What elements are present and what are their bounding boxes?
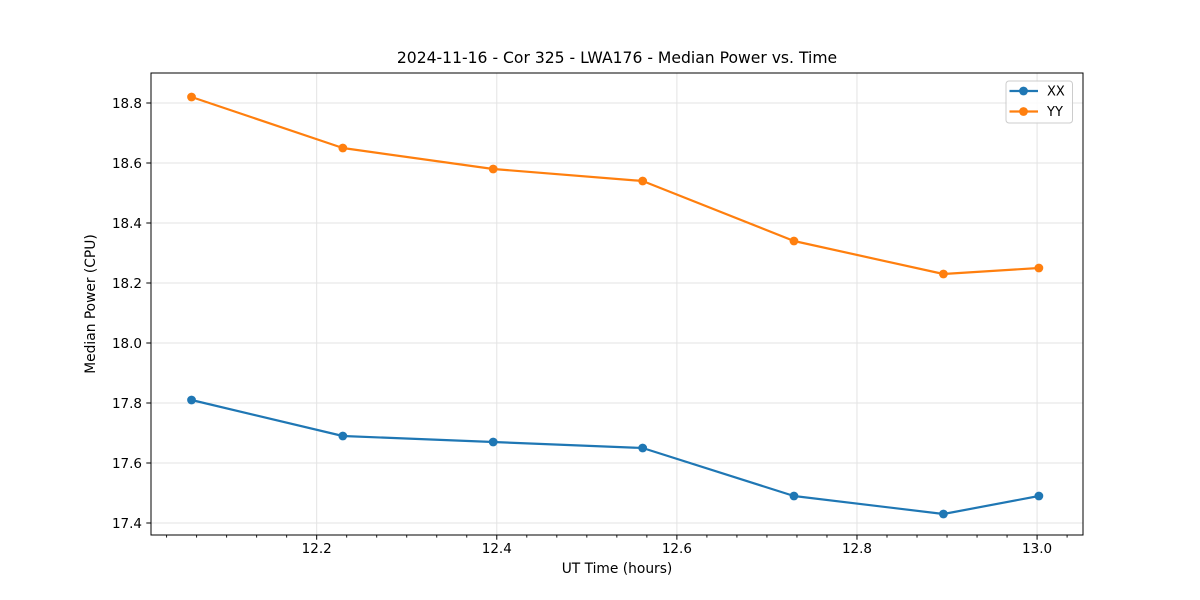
tick-layer: 12.2 12.4 12.6 12.8 13.0 17.4 17.6 17.8 18.0 18.2…: [112, 96, 1068, 557]
x-tick-label: 12.8: [842, 541, 872, 557]
plot-border: [150, 72, 1084, 536]
legend-label: YY: [1046, 105, 1063, 120]
x-tick-label: 12.2: [302, 541, 332, 557]
y-tick-label: 18.4: [112, 216, 142, 232]
y-axis-label: Median Power (CPU): [83, 234, 99, 374]
data-point: [338, 143, 348, 153]
y-tick-label: 18.2: [112, 276, 142, 292]
legend: XX YY: [1005, 80, 1073, 124]
series-line: [191, 398, 1040, 516]
data-point: [939, 269, 948, 279]
legend-sample-marker: [1019, 107, 1028, 116]
x-axis-label: UT Time (hours): [562, 561, 673, 577]
grid-layer: [151, 73, 1083, 535]
y-tick-label: 18.0: [112, 336, 142, 352]
y-tick-label: 18.6: [112, 156, 142, 172]
data-point: [187, 395, 196, 405]
x-tick-label: 12.4: [482, 541, 512, 557]
data-point: [488, 437, 498, 447]
y-tick-label: 17.8: [112, 396, 142, 412]
x-tick-label: 13.0: [1022, 541, 1052, 557]
y-tick-label: 18.8: [112, 96, 142, 112]
series-YY: [187, 92, 1044, 279]
series-XX: [187, 395, 1044, 519]
legend-sample-marker: [1019, 86, 1028, 96]
chart-title: 2024-11-16 - Cor 325 - LWA176 - Median P…: [397, 49, 837, 67]
data-point: [638, 443, 648, 453]
y-tick-label: 17.6: [112, 456, 142, 472]
data-point: [789, 491, 799, 501]
data-point: [1034, 491, 1044, 501]
data-point: [638, 176, 648, 186]
data-point: [187, 92, 196, 102]
legend-label: XX: [1047, 85, 1065, 100]
series-line: [191, 95, 1039, 276]
legend-item-YY: YY: [1009, 105, 1063, 120]
data-point: [939, 509, 948, 519]
data-point: [488, 164, 498, 174]
data-point: [789, 236, 799, 246]
series-layer: [187, 92, 1044, 519]
data-point: [1034, 263, 1044, 273]
x-tick-label: 12.6: [662, 541, 692, 557]
legend-item-XX: XX: [1009, 85, 1065, 100]
y-tick-label: 17.4: [112, 516, 142, 532]
data-point: [338, 431, 348, 441]
